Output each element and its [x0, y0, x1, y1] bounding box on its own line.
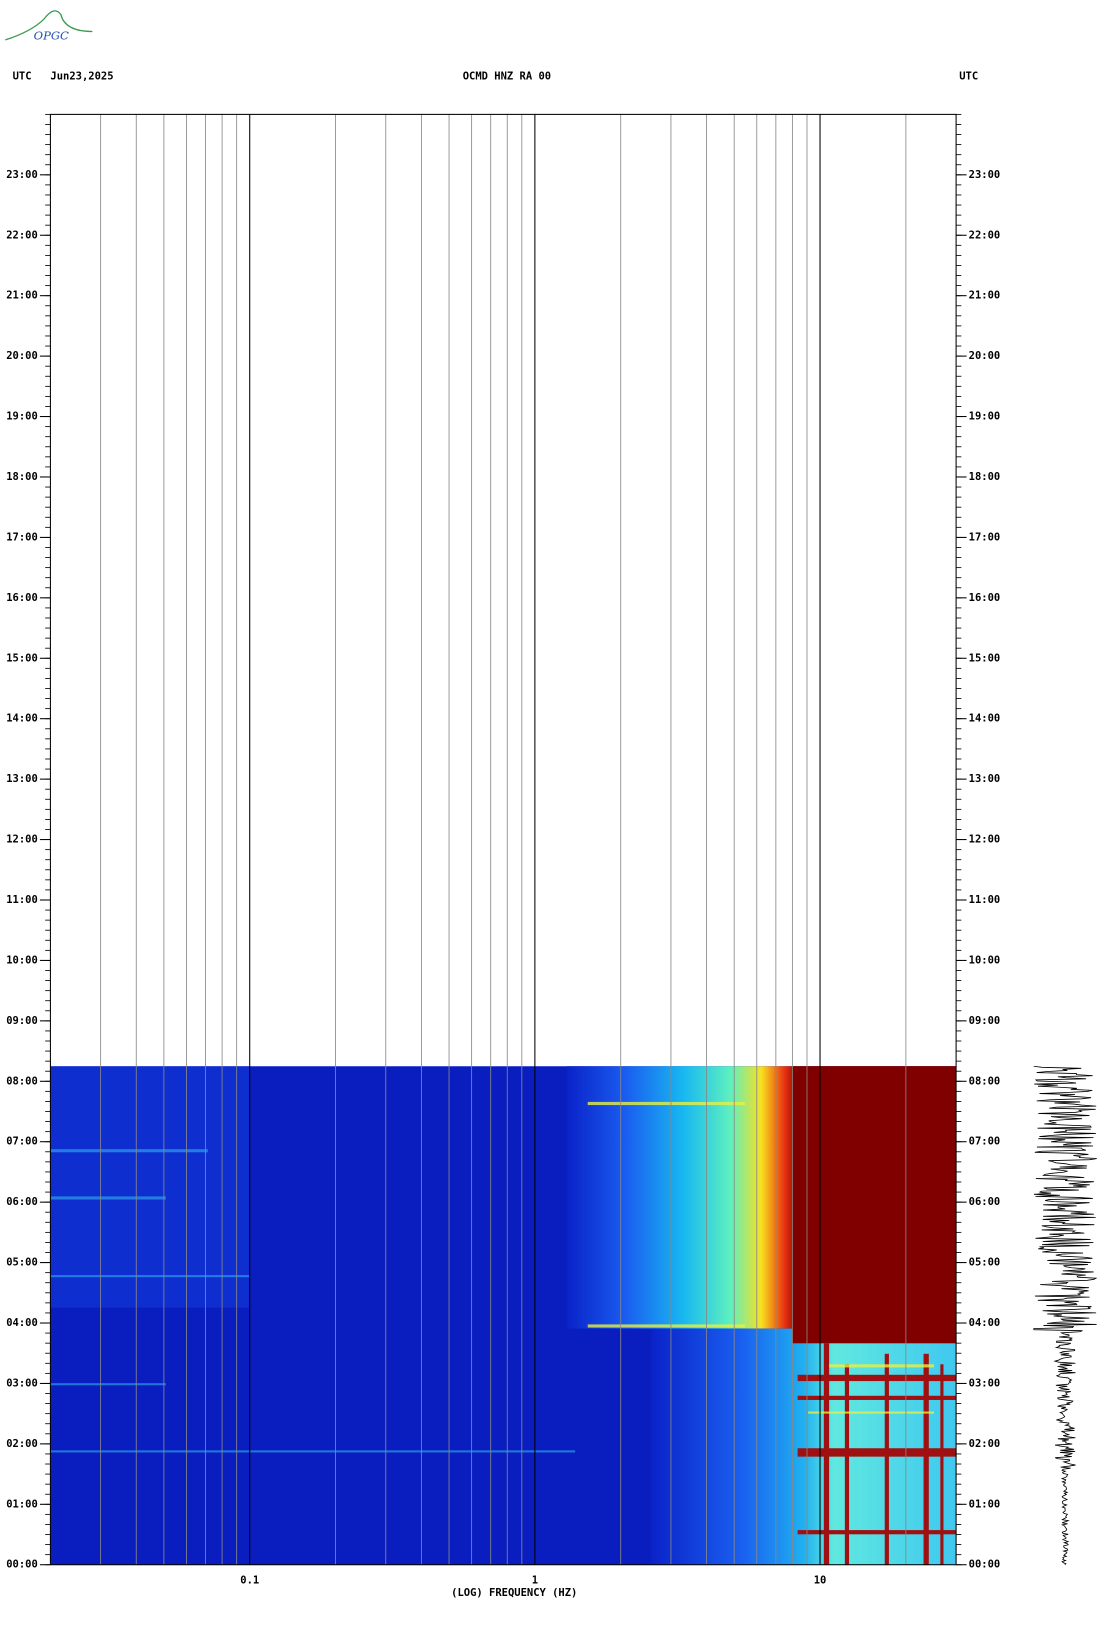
- seismogram: [1033, 1065, 1098, 1566]
- y-tick-label: 19:00: [6, 411, 38, 423]
- spectrogram-region: [792, 1066, 957, 1344]
- y-tick-label: 02:00: [969, 1438, 1001, 1450]
- x-axis-label: (LOG) FREQUENCY (HZ): [451, 1587, 577, 1599]
- x-tick-label: 1: [532, 1574, 538, 1586]
- y-tick-label: 04:00: [969, 1317, 1001, 1329]
- y-tick-label: 15:00: [6, 652, 38, 664]
- y-tick-label: 03:00: [969, 1377, 1001, 1389]
- y-tick-label: 11:00: [6, 894, 38, 906]
- y-tick-label: 19:00: [969, 411, 1001, 423]
- y-tick-label: 04:00: [6, 1317, 38, 1329]
- spectrogram-streaks: [587, 1101, 935, 1414]
- spectrogram-streaks: [50, 1149, 576, 1453]
- spectrogram-streaks: [797, 1343, 957, 1565]
- right-header: UTC: [959, 71, 978, 83]
- y-tick-label: 08:00: [969, 1075, 1001, 1087]
- y-tick-label: 05:00: [969, 1257, 1001, 1269]
- y-tick-label: 02:00: [6, 1438, 38, 1450]
- y-tick-label: 06:00: [969, 1196, 1001, 1208]
- y-tick-label: 00:00: [969, 1559, 1001, 1571]
- x-tick-label: 10: [814, 1574, 827, 1586]
- y-tick-label: 05:00: [6, 1257, 38, 1269]
- y-tick-label: 13:00: [6, 773, 38, 785]
- seismogram-trace: [1033, 1065, 1098, 1566]
- y-tick-label: 03:00: [6, 1377, 38, 1389]
- logo: OPGC: [5, 10, 93, 43]
- y-tick-label: 15:00: [969, 652, 1001, 664]
- y-tick-label: 21:00: [969, 290, 1001, 302]
- chart-title: OCMD HNZ RA 00: [463, 71, 551, 83]
- left-header: UTC: [13, 71, 32, 83]
- x-tick-label: 0.1: [240, 1574, 259, 1586]
- y-tick-label: 11:00: [969, 894, 1001, 906]
- y-tick-label: 23:00: [969, 169, 1001, 181]
- spectrogram-region: [650, 1328, 957, 1565]
- y-tick-label: 17:00: [969, 531, 1001, 543]
- y-tick-label: 14:00: [969, 713, 1001, 725]
- y-tick-label: 21:00: [6, 290, 38, 302]
- y-tick-label: 20:00: [969, 350, 1001, 362]
- y-tick-label: 22:00: [6, 229, 38, 241]
- logo-text: OPGC: [34, 29, 69, 43]
- y-tick-label: 08:00: [6, 1075, 38, 1087]
- y-tick-label: 07:00: [6, 1136, 38, 1148]
- y-tick-label: 14:00: [6, 713, 38, 725]
- y-tick-label: 01:00: [969, 1498, 1001, 1510]
- y-tick-label: 16:00: [6, 592, 38, 604]
- y-tick-label: 18:00: [969, 471, 1001, 483]
- y-tick-label: 16:00: [969, 592, 1001, 604]
- spectrogram-region: [50, 1066, 250, 1308]
- y-tick-label: 22:00: [969, 229, 1001, 241]
- y-tick-label: 23:00: [6, 169, 38, 181]
- y-tick-label: 13:00: [969, 773, 1001, 785]
- y-tick-label: 20:00: [6, 350, 38, 362]
- y-tick-label: 12:00: [6, 834, 38, 846]
- y-tick-label: 09:00: [6, 1015, 38, 1027]
- date: Jun23,2025: [50, 71, 113, 83]
- y-tick-label: 18:00: [6, 471, 38, 483]
- y-tick-label: 07:00: [969, 1136, 1001, 1148]
- y-tick-label: 10:00: [969, 954, 1001, 966]
- y-tick-label: 01:00: [6, 1498, 38, 1510]
- y-tick-label: 06:00: [6, 1196, 38, 1208]
- y-tick-label: 10:00: [6, 954, 38, 966]
- y-tick-label: 00:00: [6, 1559, 38, 1571]
- y-tick-label: 09:00: [969, 1015, 1001, 1027]
- y-tick-label: 12:00: [969, 834, 1001, 846]
- y-tick-label: 17:00: [6, 531, 38, 543]
